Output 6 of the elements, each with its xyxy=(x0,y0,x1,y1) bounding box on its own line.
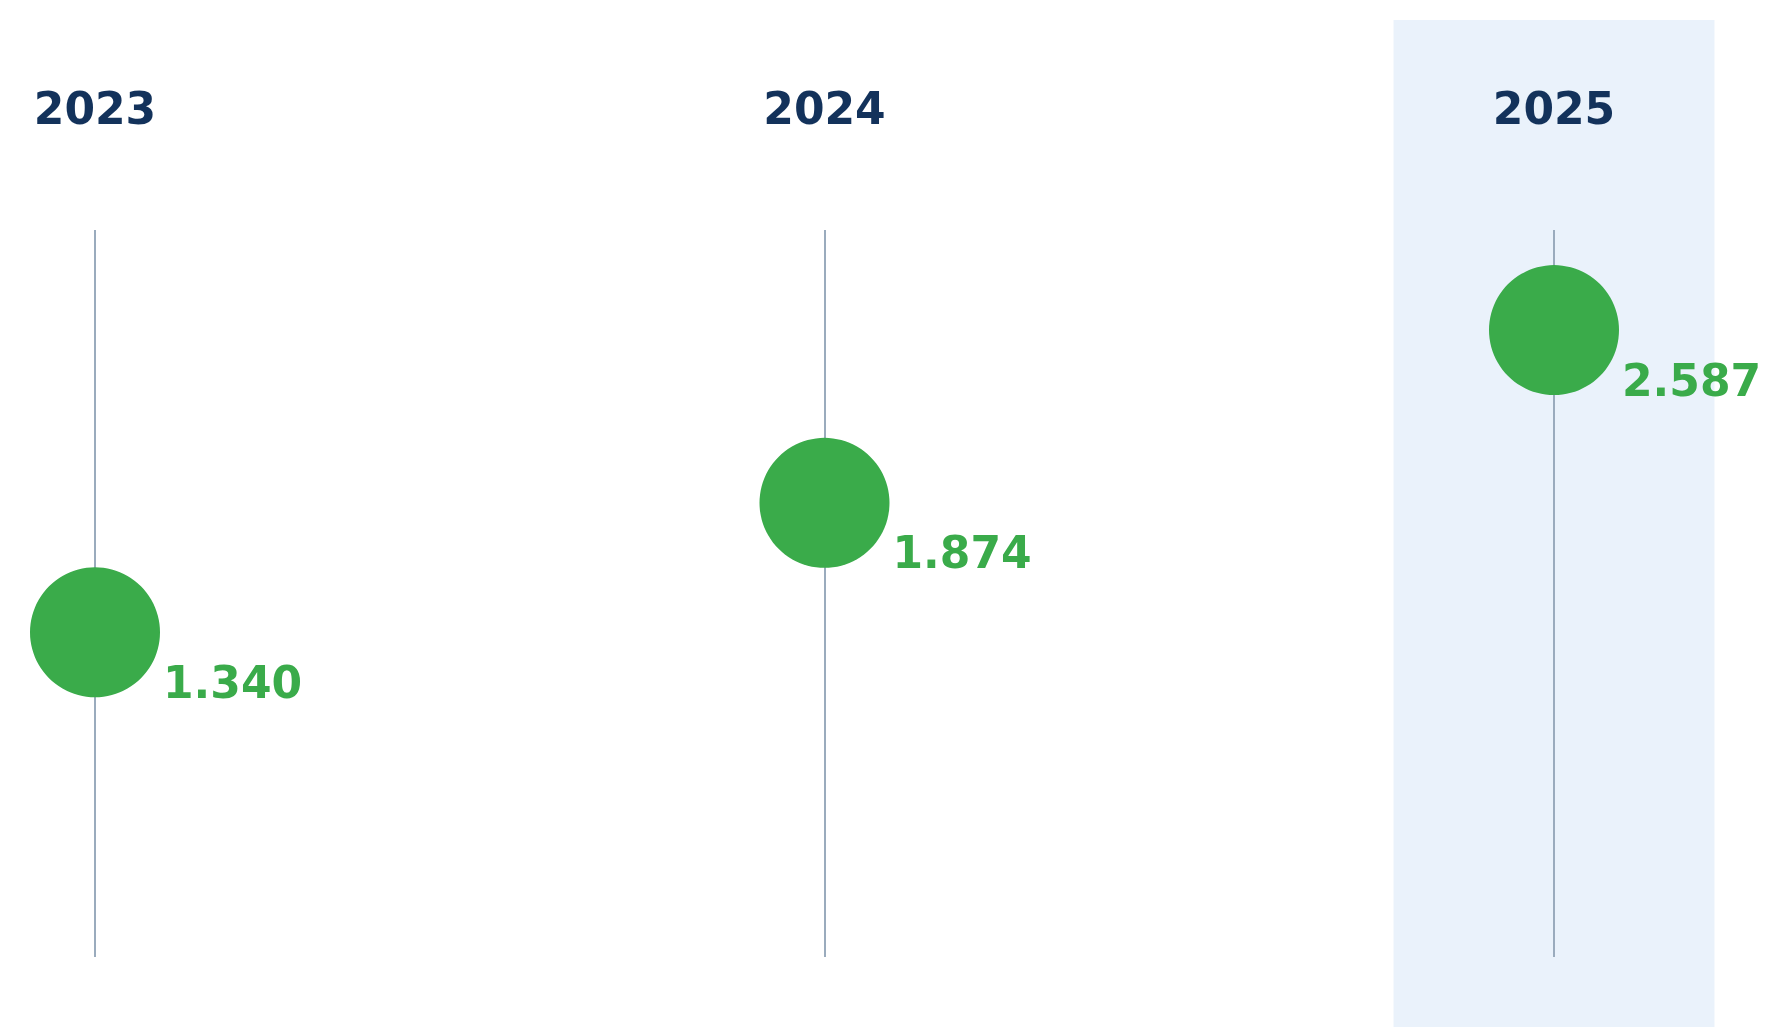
x-tick-label: 2024 xyxy=(763,82,886,134)
data-label: 2.587 xyxy=(1622,354,1762,406)
x-tick-label: 2025 xyxy=(1492,82,1616,134)
data-label: 1.874 xyxy=(892,527,1032,579)
data-label: 1.340 xyxy=(163,656,303,708)
x-tick-label: 2023 xyxy=(33,82,157,134)
